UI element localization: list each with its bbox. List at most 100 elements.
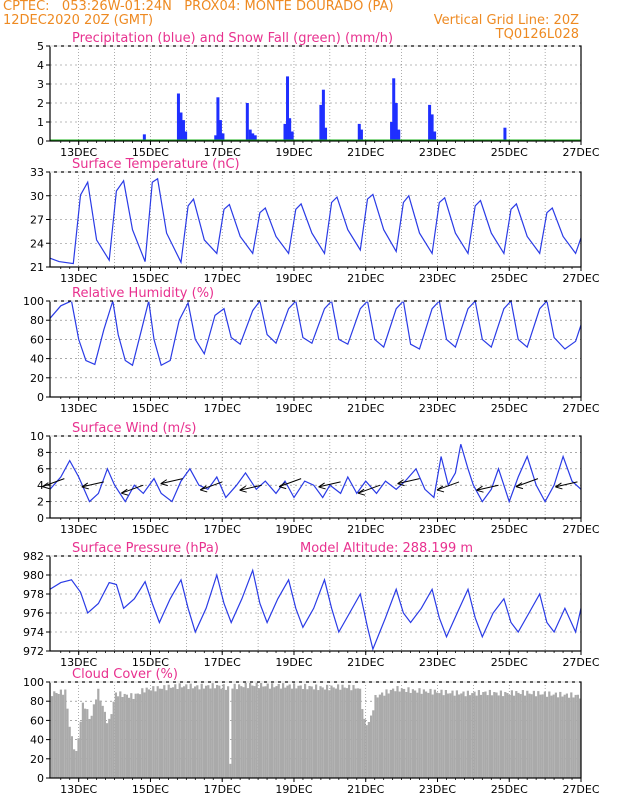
- cloud-bar: [541, 694, 544, 778]
- cloud-bar: [436, 692, 439, 778]
- cloud-bar: [354, 688, 357, 778]
- cloud-bar: [378, 694, 381, 778]
- cloud-bar: [169, 687, 172, 778]
- cloud-bar: [90, 715, 93, 778]
- cloud-bar: [473, 691, 476, 778]
- cloud-bar: [570, 692, 573, 778]
- cloud-bar: [264, 686, 267, 778]
- cloud-bar: [508, 694, 511, 778]
- x-tick-label: 25DEC: [491, 783, 528, 796]
- cloud-bar: [165, 690, 168, 778]
- wind-arrow-head: [121, 488, 129, 496]
- cloud-bar: [418, 688, 421, 778]
- cloud-bar: [416, 692, 419, 778]
- panel-title: Relative Humidity (%): [72, 286, 214, 301]
- header-code: TQ0126L028: [495, 27, 579, 42]
- y-tick-label: 0: [37, 135, 44, 148]
- x-tick-label: 17DEC: [204, 402, 241, 415]
- cloud-bar: [178, 683, 181, 778]
- cloud-bar: [209, 688, 212, 778]
- cloud-bar: [398, 691, 401, 778]
- y-tick-label: 2: [37, 496, 44, 509]
- precip-bar: [184, 131, 188, 141]
- cloud-bar: [262, 686, 265, 778]
- x-tick-label: 17DEC: [204, 656, 241, 669]
- precip-bar: [245, 103, 249, 141]
- wind-arrow-head: [199, 485, 208, 493]
- x-tick-label: 15DEC: [132, 402, 169, 415]
- cloud-bar: [524, 695, 527, 778]
- cloud-bar: [145, 687, 148, 778]
- cloud-bar: [442, 695, 445, 778]
- cloud-bar: [502, 696, 505, 778]
- cloud-bar: [367, 721, 370, 778]
- cloud-bar: [251, 685, 254, 778]
- y-tick-label: 972: [23, 645, 44, 658]
- panel-3: 0 20 40 60 80 100 13DEC 15DEC 17DEC 19DEC 21DEC 23D…: [23, 286, 600, 415]
- cloud-bar: [200, 683, 203, 778]
- cloud-bar: [563, 694, 566, 778]
- x-tick-label: 27DEC: [562, 146, 599, 159]
- plot-frame: [49, 555, 582, 652]
- x-tick-label: 27DEC: [562, 523, 599, 536]
- wind-arrow-head: [81, 482, 89, 490]
- cloud-bar: [279, 688, 282, 778]
- cloud-bar: [497, 695, 500, 778]
- x-tick-label: 21DEC: [347, 272, 384, 285]
- precip-bar: [221, 133, 225, 141]
- x-tick-label: 23DEC: [419, 656, 456, 669]
- cloud-bar: [216, 684, 219, 778]
- cloud-bar: [117, 696, 120, 778]
- x-tick-label: 23DEC: [419, 272, 456, 285]
- precip-bar: [324, 127, 328, 141]
- cloud-bar: [506, 693, 509, 778]
- wind-arrow: [436, 481, 460, 491]
- cloud-bar: [257, 688, 260, 778]
- x-tick-label: 19DEC: [275, 656, 312, 669]
- cloud-bar: [312, 689, 315, 778]
- cloud-bar: [108, 718, 111, 778]
- cloud-bar: [400, 688, 403, 778]
- cloud-bar: [70, 736, 73, 778]
- cloud-bar: [103, 711, 106, 778]
- cloud-bar: [409, 692, 412, 778]
- cloud-bar: [561, 696, 564, 778]
- wind-arrow: [81, 481, 104, 488]
- cloud-bar: [53, 691, 56, 778]
- wind-arrow: [278, 478, 302, 488]
- x-tick-label: 23DEC: [419, 146, 456, 159]
- cloud-bar: [290, 688, 293, 778]
- cloud-bar: [86, 709, 89, 778]
- cloud-bar: [277, 684, 280, 778]
- cloud-bar: [407, 687, 410, 778]
- precip-bar: [503, 127, 507, 141]
- cloud-bar: [411, 689, 414, 778]
- cloud-bar: [191, 688, 194, 778]
- cloud-bar: [260, 682, 263, 778]
- cloud-bar: [385, 689, 388, 778]
- cloud-bar: [189, 683, 192, 778]
- cloud-bar: [224, 689, 227, 778]
- wind-arrow: [318, 481, 341, 488]
- plot-frame: [49, 45, 582, 142]
- series-line: [49, 177, 582, 265]
- cloud-bar: [174, 684, 177, 778]
- cloud-bar: [482, 692, 485, 778]
- panel-title: Surface Pressure (hPa): [72, 541, 219, 556]
- precip-bar: [288, 118, 292, 141]
- cloud-bar: [554, 692, 557, 778]
- cloud-bar: [246, 688, 249, 778]
- cloud-bar: [235, 689, 238, 778]
- cloud-bar: [180, 687, 183, 778]
- cloud-bar: [297, 685, 300, 778]
- y-tick-label: 0: [37, 772, 44, 785]
- x-tick-label: 19DEC: [275, 523, 312, 536]
- precip-bar: [214, 135, 218, 141]
- cloud-bar: [539, 694, 542, 778]
- y-tick-label: 974: [23, 626, 44, 639]
- cloud-bar: [543, 691, 546, 778]
- precip-bar: [179, 112, 183, 141]
- precip-bar: [321, 89, 325, 141]
- cloud-bar: [392, 688, 395, 778]
